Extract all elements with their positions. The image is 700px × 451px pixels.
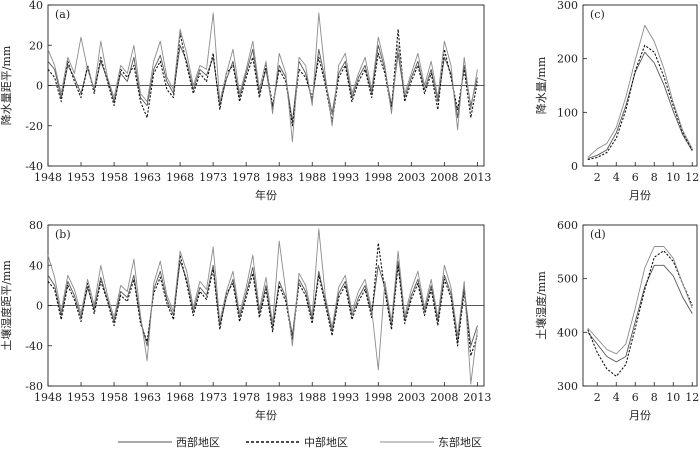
x-tick-label: 1998 [364, 391, 392, 404]
y-tick-label: -80 [25, 380, 43, 393]
x-tick-label: 12 [685, 391, 699, 404]
x-tick-label: 1953 [67, 171, 95, 184]
legend-label: 西部地区 [176, 435, 220, 449]
y-axis-title: 降水量/mm [534, 56, 548, 114]
x-tick-label: 4 [613, 171, 620, 184]
x-tick-label: 2 [594, 391, 601, 404]
y-tick-label: 80 [29, 219, 43, 232]
x-axis-title: 月份 [629, 409, 651, 422]
x-tick-label: 2013 [463, 171, 491, 184]
x-tick-label: 1978 [232, 391, 260, 404]
x-tick-label: 1988 [298, 171, 326, 184]
x-tick-label: 1983 [265, 171, 293, 184]
panel-label: (b) [55, 228, 71, 241]
x-tick-label: 1973 [199, 171, 227, 184]
x-tick-label: 1988 [298, 391, 326, 404]
y-axis-title: 降水量距平/mm [0, 45, 13, 125]
series-line-c-0 [587, 51, 693, 159]
x-tick-label: 1993 [331, 171, 359, 184]
x-tick-label: 6 [632, 391, 639, 404]
chart-a: -40 -20 0 20 40 1948 1953 1958 1963 1968 1973 1978 1… [0, 0, 491, 202]
series-line-c-2 [587, 24, 693, 158]
y-tick-label: 600 [557, 219, 578, 232]
x-tick-label: 2008 [430, 171, 458, 184]
x-tick-label: 2 [594, 171, 601, 184]
y-tick-label: 300 [557, 0, 578, 12]
x-tick-label: 1948 [34, 171, 62, 184]
x-tick-label: 2003 [397, 171, 425, 184]
series-line-d-0 [587, 264, 693, 363]
x-tick-label: 2008 [430, 391, 458, 404]
y-tick-label: -40 [25, 160, 43, 173]
x-tick-label: 1948 [34, 391, 62, 404]
x-tick-label: 1963 [133, 171, 161, 184]
series-line-a-2 [47, 12, 478, 143]
x-axis-title: 年份 [255, 188, 277, 202]
series-line-b-2 [47, 228, 478, 385]
chart-b: -80 -40 0 40 80 1948 1953 1958 1963 1968 1973 1978 1… [0, 219, 491, 422]
series-line-b-0 [47, 260, 478, 347]
y-tick-label: 500 [557, 273, 578, 286]
plot-frame [582, 224, 698, 387]
x-tick-label: 1998 [364, 171, 392, 184]
x-tick-label: 8 [651, 171, 658, 184]
y-tick-label: 0 [36, 80, 43, 93]
legend-label: 中部地区 [304, 435, 348, 449]
y-tick-label: 400 [557, 326, 578, 339]
x-tick-label: 1953 [67, 391, 95, 404]
legend: 西部地区 中部地区 东部地区 [118, 435, 482, 449]
x-tick-label: 1983 [265, 391, 293, 404]
y-tick-label: 40 [29, 259, 43, 272]
panel-label: (d) [590, 228, 606, 241]
x-tick-label: 12 [685, 171, 699, 184]
y-tick-label: 40 [29, 0, 43, 12]
x-tick-label: 1968 [166, 171, 194, 184]
y-tick-label: -20 [25, 120, 43, 133]
panel-label: (c) [590, 8, 605, 21]
y-tick-label: 300 [557, 380, 578, 393]
x-tick-label: 1963 [133, 391, 161, 404]
series-line-d-1 [587, 250, 693, 377]
x-tick-label: 1973 [199, 391, 227, 404]
x-axis-title: 年份 [255, 408, 277, 422]
x-tick-label: 2003 [397, 391, 425, 404]
x-tick-label: 1968 [166, 391, 194, 404]
y-tick-label: 20 [29, 39, 43, 52]
x-tick-label: 10 [666, 391, 680, 404]
y-tick-label: 0 [571, 160, 578, 173]
y-tick-label: -40 [25, 340, 43, 353]
x-tick-label: 1958 [100, 171, 128, 184]
x-tick-label: 4 [613, 391, 620, 404]
x-tick-label: 1993 [331, 391, 359, 404]
y-axis-title: 土壤湿度/mm [534, 271, 548, 340]
x-tick-label: 6 [632, 171, 639, 184]
panel-label: (a) [55, 8, 70, 21]
series-line-a-0 [47, 44, 478, 123]
legend-label: 东部地区 [438, 435, 482, 449]
chart-d: 300 400 500 600 2 4 6 8 10 12 (d) 月份 土壤湿度/mm [534, 219, 699, 422]
y-tick-label: 200 [557, 53, 578, 66]
x-tick-label: 2013 [463, 391, 491, 404]
plot-frame [582, 4, 698, 167]
x-tick-label: 1978 [232, 171, 260, 184]
x-tick-label: 1958 [100, 391, 128, 404]
x-tick-label: 8 [651, 391, 658, 404]
y-tick-label: 0 [36, 300, 43, 313]
x-axis-title: 月份 [629, 189, 651, 202]
y-axis-title: 土壤湿度距平/mm [0, 260, 13, 351]
chart-c: 0 100 200 300 2 4 6 8 10 12 (c) 月份 降水量/mm [534, 0, 699, 202]
x-tick-label: 10 [666, 171, 680, 184]
series-line-d-2 [587, 246, 693, 355]
series-line-a-1 [47, 28, 478, 127]
series-line-b-1 [47, 242, 478, 357]
y-tick-label: 100 [557, 106, 578, 119]
